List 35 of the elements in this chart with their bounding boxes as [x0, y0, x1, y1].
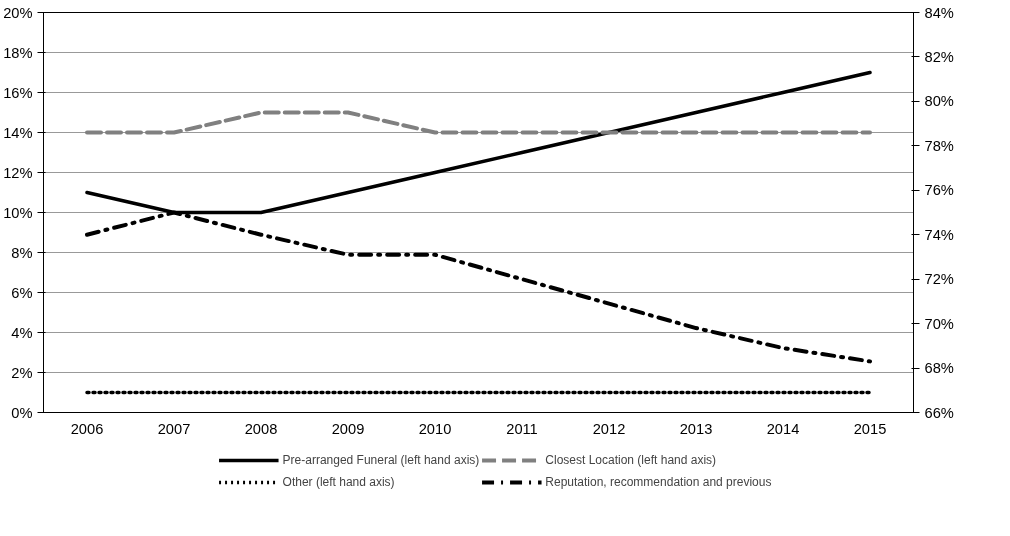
y-tick-label: 2%	[11, 364, 33, 381]
y-tick-label: 8%	[11, 244, 33, 261]
y-tick-label: 20%	[3, 4, 33, 21]
y-tick-label: 14%	[3, 124, 33, 141]
y2-tick-label: 78%	[924, 137, 954, 154]
y2-tick-label: 84%	[924, 4, 954, 21]
y2-tick-label: 82%	[924, 48, 954, 65]
y-tick-label: 6%	[11, 284, 33, 301]
x-tick-label: 2012	[592, 420, 626, 437]
legend-label: Reputation, recommendation and previous	[545, 475, 772, 489]
x-tick-label: 2010	[418, 420, 452, 437]
x-tick-label: 2006	[70, 420, 104, 437]
y-tick-label: 0%	[11, 404, 33, 421]
legend-label: Closest Location (left hand axis)	[545, 453, 717, 467]
x-tick-label: 2011	[506, 420, 538, 437]
y2-tick-label: 70%	[924, 315, 954, 332]
y-tick-label: 12%	[3, 164, 33, 181]
x-tick-label: 2014	[766, 420, 800, 437]
y2-tick-label: 80%	[924, 93, 954, 110]
y-tick-label: 16%	[3, 84, 33, 101]
x-tick-label: 2009	[331, 420, 365, 437]
y-tick-label: 4%	[11, 324, 33, 341]
x-tick-label: 2008	[244, 420, 278, 437]
x-tick-label: 2015	[853, 420, 887, 437]
y2-tick-label: 68%	[924, 360, 954, 377]
y-tick-label: 18%	[3, 44, 33, 61]
y-tick-label: 10%	[3, 204, 33, 221]
legend-label: Other (left hand axis)	[282, 475, 395, 489]
y2-tick-label: 76%	[924, 182, 954, 199]
y2-tick-label: 66%	[924, 404, 954, 421]
x-tick-label: 2007	[157, 420, 191, 437]
legend-label: Pre-arranged Funeral (left hand axis)	[282, 453, 480, 467]
y2-tick-label: 72%	[924, 271, 954, 288]
y2-tick-label: 74%	[924, 226, 954, 243]
x-tick-label: 2013	[679, 420, 713, 437]
